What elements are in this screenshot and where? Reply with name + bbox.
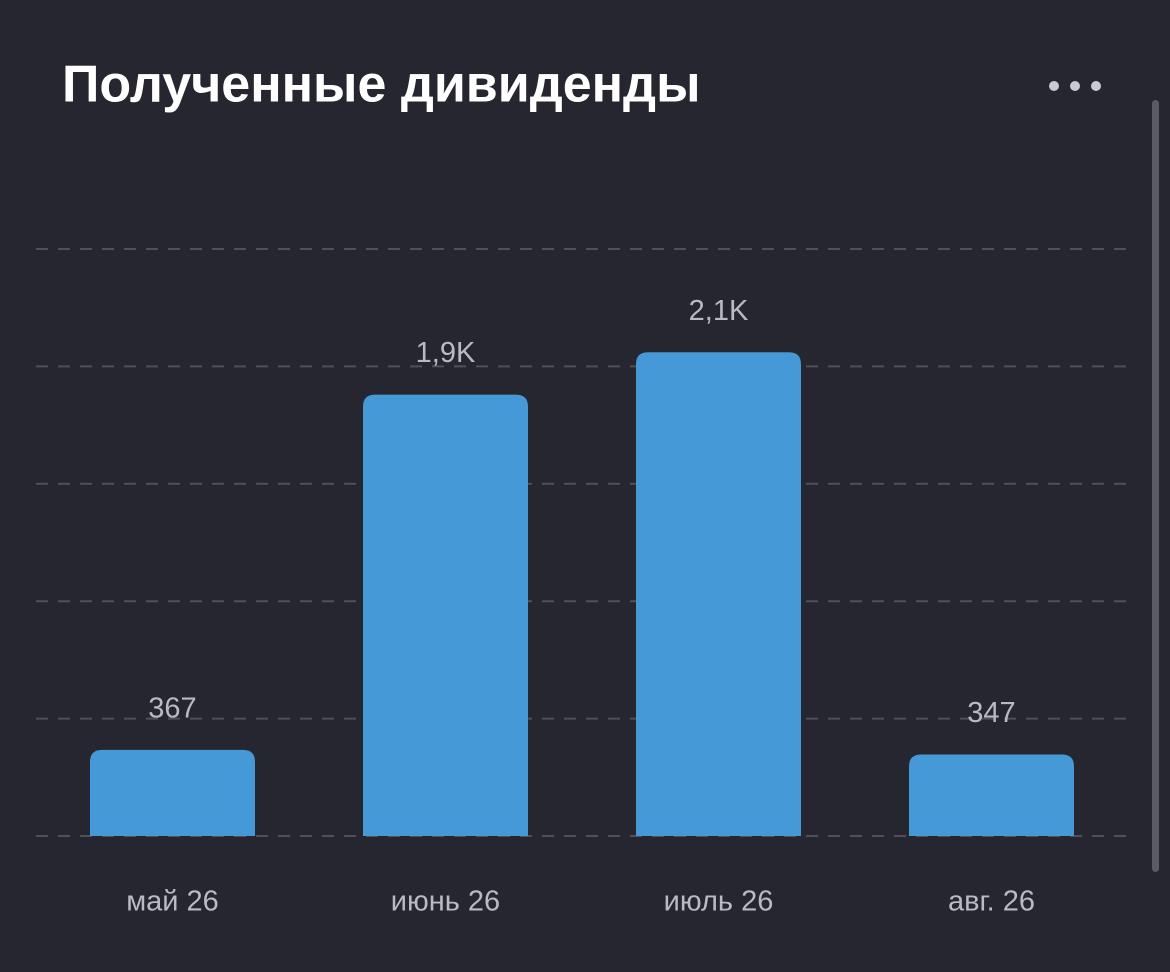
data-label: 367 [148,692,196,724]
bar [363,394,528,836]
scrollbar [1152,100,1159,872]
data-label: 2,1K [689,295,749,327]
x-tick-label: авг. 26 [948,886,1035,918]
data-label: 1,9K [416,337,476,369]
menu-dot [1049,81,1059,91]
bar [636,352,801,836]
x-tick-label: июль 26 [664,886,774,918]
menu-dot [1070,81,1080,91]
data-label: 347 [967,697,1015,729]
chart-title: Полученные дивиденды [62,56,700,114]
menu-dot [1091,81,1101,91]
bar [90,749,255,836]
more-menu[interactable] [1049,81,1101,91]
x-tick-label: июнь 26 [391,886,500,918]
bar [909,754,1074,836]
x-tick-label: май 26 [126,886,219,918]
